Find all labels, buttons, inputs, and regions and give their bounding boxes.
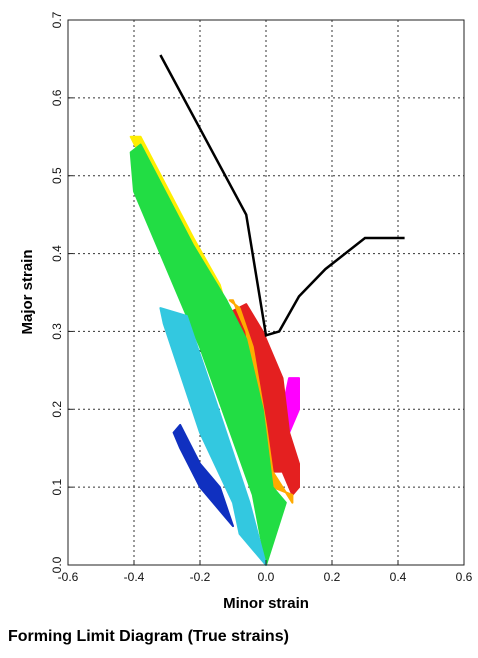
x-tick-label: 0.6 bbox=[456, 570, 473, 584]
scatter-region-5 bbox=[129, 143, 287, 566]
x-tick-label: -0.4 bbox=[124, 570, 145, 584]
y-tick-label: 0.1 bbox=[50, 478, 64, 495]
x-axis-title: Minor strain bbox=[223, 595, 309, 612]
y-tick-label: 0.4 bbox=[50, 245, 64, 262]
scatter-regions bbox=[129, 135, 300, 566]
y-tick-label: 0.3 bbox=[50, 323, 64, 340]
y-tick-label: 0.5 bbox=[50, 167, 64, 184]
y-tick-label: 0.6 bbox=[50, 89, 64, 106]
x-tick-label: -0.6 bbox=[58, 570, 79, 584]
y-tick-label: 0.2 bbox=[50, 401, 64, 418]
x-tick-label: 0.2 bbox=[324, 570, 341, 584]
x-tick-label: 0.4 bbox=[390, 570, 407, 584]
grid-lines bbox=[68, 20, 464, 565]
scatter-region-7 bbox=[172, 423, 234, 528]
fld-curve-line bbox=[159, 54, 405, 337]
y-tick-label: 0.0 bbox=[50, 556, 64, 573]
forming-limit-chart: -0.6 -0.4 -0.2 0.0 0.2 0.4 0.6 0.0 0.1 0.2 0.3 0.4… bbox=[19, 11, 473, 612]
x-tick-label: 0.0 bbox=[258, 570, 275, 584]
figure-caption: Forming Limit Diagram (True strains) bbox=[8, 628, 289, 645]
y-axis-ticks: 0.0 0.1 0.2 0.3 0.4 0.5 0.6 0.7 bbox=[50, 11, 73, 573]
y-axis-title: Major strain bbox=[19, 249, 36, 334]
y-tick-label: 0.7 bbox=[50, 11, 64, 28]
scatter-region-6 bbox=[159, 307, 267, 566]
x-tick-label: -0.2 bbox=[190, 570, 211, 584]
x-axis-ticks: -0.6 -0.4 -0.2 0.0 0.2 0.4 0.6 bbox=[58, 560, 473, 584]
forming-limit-curve bbox=[159, 54, 405, 337]
